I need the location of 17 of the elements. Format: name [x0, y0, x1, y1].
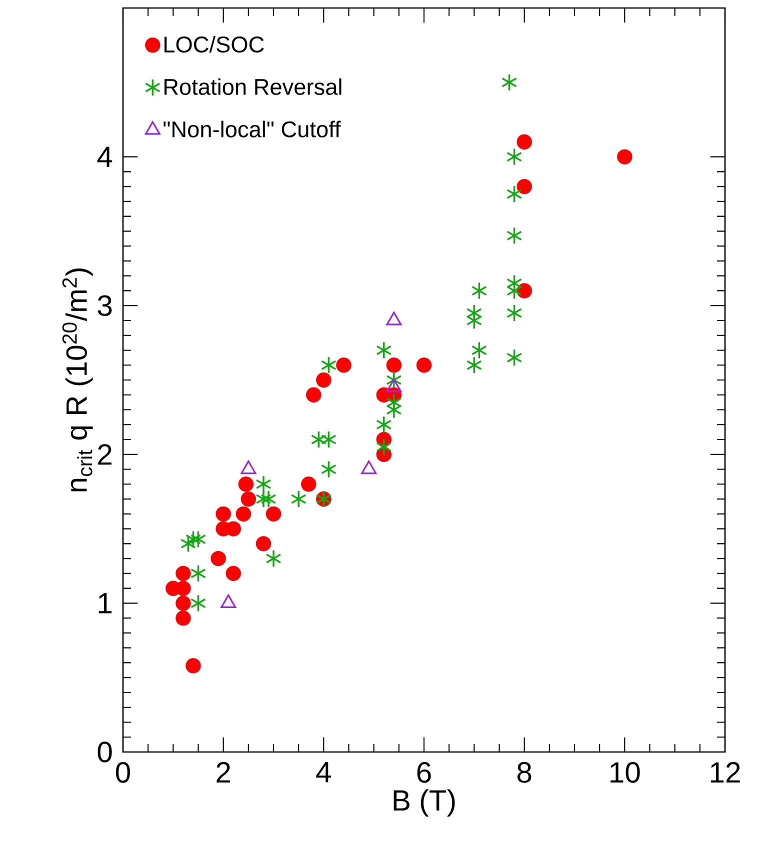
x-tick-label: 8 — [517, 762, 532, 783]
y-tick-label: 0 — [98, 742, 112, 762]
y-tick-label: 1 — [98, 593, 112, 614]
legend-label: "Non-local" Cutoff — [164, 120, 341, 138]
y-tick-label: 3 — [98, 295, 112, 316]
x-tick-label: 4 — [316, 762, 331, 782]
x-tick-label: 0 — [116, 762, 130, 783]
y-tick-label: 4 — [97, 146, 112, 167]
x-axis-title: B (T) — [394, 789, 455, 817]
y-tick-label: 2 — [98, 444, 112, 465]
x-tick-label: 12 — [710, 762, 740, 783]
legend-label: LOC/SOC — [164, 36, 264, 53]
x-tick-label: 6 — [417, 762, 431, 783]
x-tick-label: 2 — [216, 762, 230, 783]
legend-label: Rotation Reversal — [164, 78, 342, 95]
x-tick-label: 10 — [610, 762, 640, 783]
y-axis-title: n$_{crit}$ q R (10$^{20}$/m$^{2}$) — [62, 268, 93, 492]
